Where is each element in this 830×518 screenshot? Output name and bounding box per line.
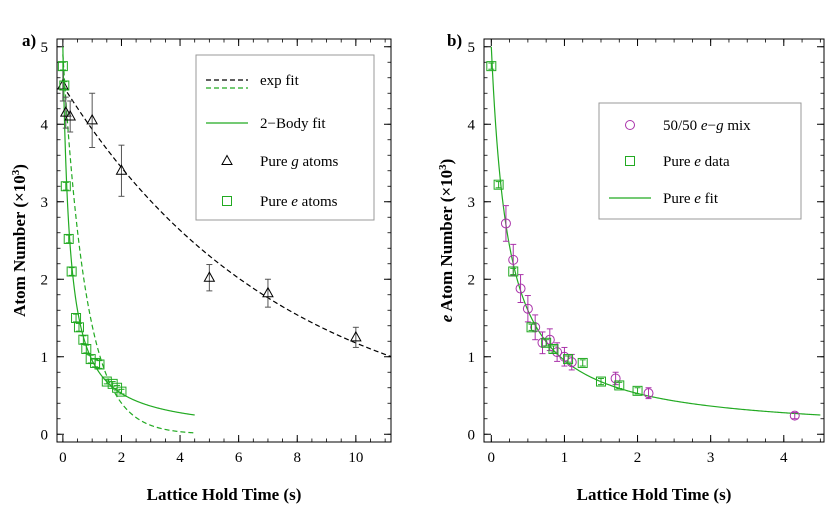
square-data-point <box>60 181 71 192</box>
square-data-point <box>595 376 606 387</box>
x-axis-label: Lattice Hold Time (s) <box>147 485 302 504</box>
y-axis-label: e Atom Number (×103) <box>437 159 456 323</box>
legend-label: 2−Body fit <box>260 116 326 132</box>
triangle-data-point <box>59 106 72 117</box>
square-data-point <box>59 80 70 91</box>
y-tick-label: 2 <box>468 272 476 288</box>
square-data-point <box>493 179 504 190</box>
square-data-point <box>94 359 105 370</box>
square-data-point <box>526 322 537 333</box>
y-axis-label: Atom Number (×103) <box>10 164 29 317</box>
circle-data-point <box>515 283 526 294</box>
triangle-data-point <box>262 286 274 298</box>
y-tick-label: 0 <box>41 427 49 443</box>
x-tick-label: 2 <box>634 450 642 466</box>
legend-label: Pure e data <box>663 154 730 170</box>
x-axis-label: Lattice Hold Time (s) <box>577 485 732 504</box>
square-data-point <box>508 266 519 277</box>
legend: exp fit 2−Body fit Pure g atoms Pure e atom… <box>195 54 375 221</box>
two-body-fit-curve <box>62 46 195 416</box>
legend-label: Pure e atoms <box>260 194 338 210</box>
circle-data-point <box>610 373 621 384</box>
square-data-point <box>548 344 559 354</box>
legend-box <box>195 54 375 221</box>
circle-data-point <box>789 410 800 421</box>
y-tick-label: 1 <box>41 350 49 366</box>
circle-data-point <box>559 351 570 362</box>
x-tick-label: 10 <box>348 450 363 466</box>
exp-fit-curve <box>62 85 391 358</box>
y-tick-label: 3 <box>41 195 49 211</box>
y-tick-label: 5 <box>41 40 49 56</box>
triangle-data-point <box>64 109 77 121</box>
x-tick-label: 6 <box>235 450 243 466</box>
x-tick-label: 1 <box>561 450 569 466</box>
square-data-point <box>541 337 552 348</box>
y-tick-label: 4 <box>41 117 49 133</box>
legend-swatch-triangle <box>221 154 233 165</box>
panel-label: b) <box>447 31 462 50</box>
circle-data-point <box>508 254 519 265</box>
exp-fit-curve <box>62 54 195 434</box>
x-tick-label: 3 <box>707 450 715 466</box>
y-tick-label: 2 <box>41 272 49 288</box>
triangle-data-point <box>349 330 362 342</box>
circle-data-point <box>500 218 511 229</box>
legend-swatch-square <box>625 156 635 166</box>
square-data-point <box>57 61 68 72</box>
square-data-point <box>81 344 92 354</box>
x-tick-label: 4 <box>780 450 788 466</box>
x-tick-label: 4 <box>176 450 184 466</box>
legend-label: Pure g atoms <box>260 154 338 170</box>
x-tick-label: 0 <box>59 450 67 466</box>
triangle-data-point <box>115 164 128 175</box>
square-data-point <box>66 266 77 277</box>
y-tick-label: 3 <box>468 195 476 211</box>
y-tick-label: 4 <box>468 117 476 133</box>
square-data-point <box>577 357 588 368</box>
panel-label: a) <box>22 31 36 50</box>
legend-label: exp fit <box>260 73 300 89</box>
x-tick-label: 8 <box>293 450 301 466</box>
square-data-point <box>614 380 625 391</box>
legend-swatch-circle <box>625 120 635 130</box>
circle-data-point <box>522 303 533 314</box>
square-data-point <box>486 61 497 72</box>
square-data-point <box>632 385 643 396</box>
legend-label: 50/50 e−g mix <box>663 118 751 134</box>
chart-panel-a: a) 0 2 4 6 8 10 0 1 2 3 4 5 Lattice Hold Time (s) Atom… <box>10 31 392 504</box>
y-tick-label: 5 <box>468 40 476 56</box>
legend-swatch-square <box>222 196 232 206</box>
legend: 50/50 e−g mix Pure e data Pure e fit <box>598 102 802 220</box>
circle-data-point <box>643 388 654 399</box>
x-tick-label: 2 <box>118 450 126 466</box>
triangle-data-point <box>203 271 216 282</box>
two-body-fit-curve <box>490 46 821 416</box>
square-data-point <box>73 322 84 333</box>
triangle-data-point <box>86 113 99 125</box>
legend-box <box>598 102 802 220</box>
square-data-point <box>63 233 74 244</box>
chart-panel-b: b) 0 1 2 3 4 0 1 2 3 4 5 Lattice Hold Time (s) e Atom… <box>437 31 825 504</box>
plot-frame <box>483 38 825 443</box>
y-tick-label: 0 <box>468 427 476 443</box>
x-tick-label: 0 <box>488 450 496 466</box>
square-data-point <box>563 354 574 365</box>
legend-label: Pure e fit <box>663 191 719 207</box>
y-tick-label: 1 <box>468 350 476 366</box>
square-data-point <box>116 386 127 397</box>
